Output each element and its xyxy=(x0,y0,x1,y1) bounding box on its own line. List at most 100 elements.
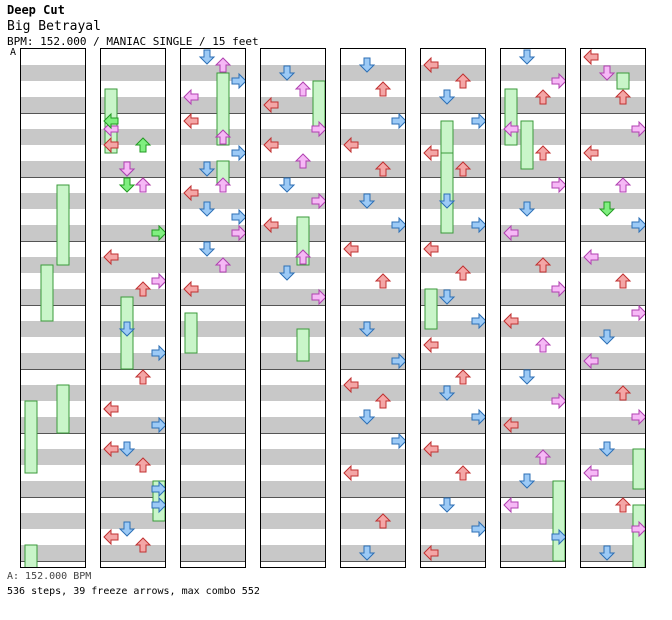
down-arrow-icon xyxy=(518,201,536,217)
up-arrow-icon xyxy=(214,177,232,193)
beat-stripe xyxy=(501,545,565,561)
bpm-marker: A xyxy=(10,47,17,58)
freeze-arrow xyxy=(56,384,70,434)
beat-stripe xyxy=(341,257,405,273)
beat-stripe xyxy=(101,385,165,401)
measure-line xyxy=(261,497,325,498)
left-arrow-icon xyxy=(343,136,359,154)
up-arrow-icon xyxy=(454,465,472,481)
beat-stripe xyxy=(421,417,485,433)
beat-stripe xyxy=(581,417,645,433)
down-arrow-icon xyxy=(438,385,456,401)
measure-line xyxy=(581,113,645,114)
left-arrow-icon xyxy=(503,120,519,138)
beat-stripe xyxy=(421,353,485,369)
beat-stripe xyxy=(261,289,325,305)
measure-line xyxy=(261,369,325,370)
beat-stripe xyxy=(341,513,405,529)
left-arrow-icon xyxy=(583,464,599,482)
beat-stripe xyxy=(341,65,405,81)
measure-line xyxy=(581,177,645,178)
song-title: Big Betrayal xyxy=(7,19,101,34)
beat-stripe xyxy=(581,289,645,305)
measure-line xyxy=(341,433,405,434)
measure-line xyxy=(341,177,405,178)
up-arrow-icon xyxy=(214,257,232,273)
down-arrow-icon xyxy=(118,161,136,177)
down-arrow-icon xyxy=(118,521,136,537)
right-arrow-icon xyxy=(231,208,245,226)
freeze-arrow xyxy=(520,120,534,170)
right-arrow-icon xyxy=(151,496,165,514)
right-arrow-icon xyxy=(231,144,245,162)
down-arrow-icon xyxy=(518,369,536,385)
measure-line xyxy=(261,113,325,114)
beat-stripe xyxy=(581,257,645,273)
freeze-arrow xyxy=(552,480,565,562)
left-arrow-icon xyxy=(583,352,599,370)
up-arrow-icon xyxy=(614,497,632,513)
down-arrow-icon xyxy=(358,193,376,209)
freeze-arrow xyxy=(296,328,310,362)
left-arrow-icon xyxy=(103,248,119,266)
arrow-layer xyxy=(24,184,70,567)
left-arrow-icon xyxy=(103,400,119,418)
right-arrow-icon xyxy=(471,408,485,426)
measure-line xyxy=(261,177,325,178)
beat-stripe xyxy=(21,65,85,81)
beat-stripe xyxy=(181,545,245,561)
beat-stripe xyxy=(341,161,405,177)
left-arrow-icon xyxy=(583,49,599,66)
up-arrow-icon xyxy=(134,137,152,153)
beat-stripe xyxy=(581,321,645,337)
left-arrow-icon xyxy=(423,336,439,354)
right-arrow-icon xyxy=(311,120,325,138)
measure-line xyxy=(21,561,85,562)
chart-column xyxy=(580,48,646,568)
left-arrow-icon xyxy=(583,248,599,266)
beat-stripe xyxy=(341,385,405,401)
left-arrow-icon xyxy=(423,56,439,74)
beat-stripe xyxy=(581,225,645,241)
beat-stripe xyxy=(581,97,645,113)
beat-stripe xyxy=(421,65,485,81)
left-arrow-icon xyxy=(103,112,119,130)
beat-stripe xyxy=(101,65,165,81)
beat-stripe xyxy=(101,257,165,273)
freeze-arrow xyxy=(24,544,38,567)
measure-line xyxy=(501,305,565,306)
measure-line xyxy=(341,497,405,498)
beat-stripe xyxy=(261,449,325,465)
beat-stripe xyxy=(181,257,245,273)
right-arrow-icon xyxy=(391,352,405,370)
right-arrow-icon xyxy=(551,280,565,298)
right-arrow-icon xyxy=(631,304,645,322)
up-arrow-icon xyxy=(614,177,632,193)
beat-stripe xyxy=(261,513,325,529)
measure-line xyxy=(341,241,405,242)
up-arrow-icon xyxy=(214,129,232,145)
up-arrow-icon xyxy=(374,273,392,289)
beat-stripe xyxy=(581,353,645,369)
up-arrow-icon xyxy=(134,457,152,473)
left-arrow-icon xyxy=(583,144,599,162)
measure-line xyxy=(421,497,485,498)
beat-stripe xyxy=(581,129,645,145)
arrow-layer xyxy=(103,88,165,553)
artist-name: Deep Cut xyxy=(7,3,65,17)
beat-stripe xyxy=(581,193,645,209)
up-arrow-icon xyxy=(374,161,392,177)
measure-line xyxy=(181,305,245,306)
up-arrow-icon xyxy=(534,257,552,273)
arrow-layer xyxy=(263,65,325,362)
beat-stripe xyxy=(261,193,325,209)
arrow-layer xyxy=(423,56,485,562)
up-arrow-icon xyxy=(374,393,392,409)
right-arrow-icon xyxy=(631,216,645,234)
beat-stripe xyxy=(101,225,165,241)
up-arrow-icon xyxy=(294,81,312,97)
measure-line xyxy=(21,177,85,178)
beat-stripe xyxy=(101,449,165,465)
measure-line xyxy=(421,433,485,434)
freeze-arrow xyxy=(424,288,438,330)
